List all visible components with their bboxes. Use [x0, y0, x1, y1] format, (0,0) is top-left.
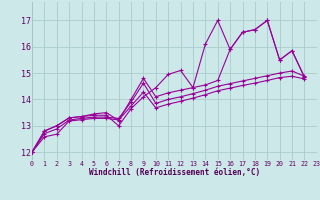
X-axis label: Windchill (Refroidissement éolien,°C): Windchill (Refroidissement éolien,°C)	[89, 168, 260, 177]
